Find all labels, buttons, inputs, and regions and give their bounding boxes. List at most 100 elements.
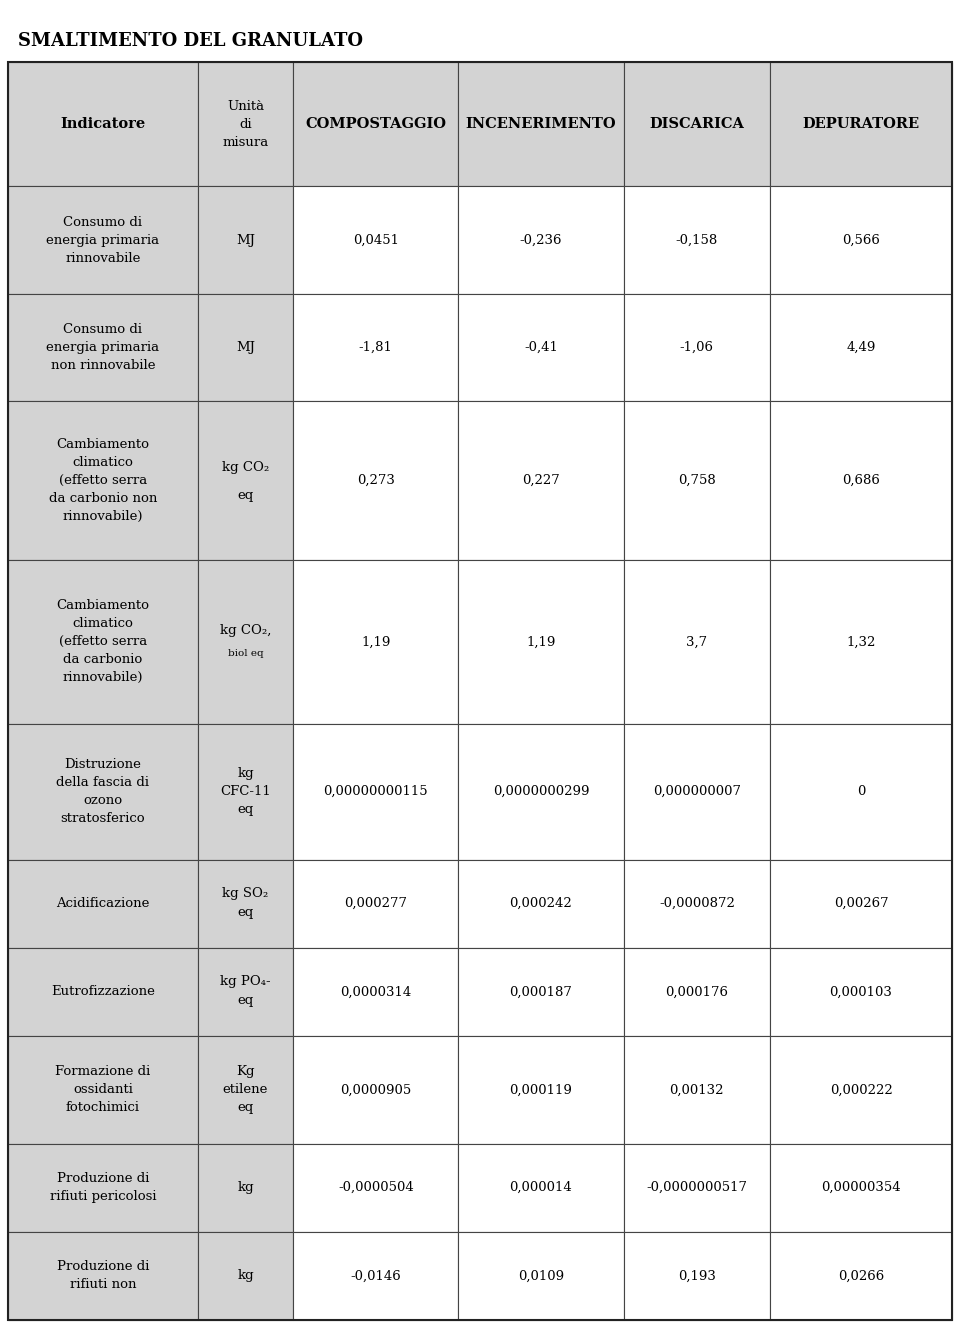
Text: 0,000277: 0,000277 bbox=[345, 897, 407, 910]
Bar bbox=[198, 294, 293, 401]
Bar bbox=[624, 947, 770, 1036]
Bar bbox=[198, 1143, 293, 1232]
Text: kg SO₂: kg SO₂ bbox=[223, 886, 269, 900]
Text: 1,19: 1,19 bbox=[526, 635, 556, 648]
Text: 0,0266: 0,0266 bbox=[838, 1269, 884, 1283]
Text: Kg
etilene
eq: Kg etilene eq bbox=[223, 1065, 268, 1114]
Text: Cambiamento
climatico
(effetto serra
da carbonio non
rinnovabile): Cambiamento climatico (effetto serra da … bbox=[49, 439, 157, 523]
Bar bbox=[198, 1036, 293, 1143]
Bar bbox=[293, 187, 458, 294]
Text: Consumo di
energia primaria
non rinnovabile: Consumo di energia primaria non rinnovab… bbox=[46, 323, 159, 372]
Text: 0,00132: 0,00132 bbox=[669, 1084, 724, 1096]
Text: MJ: MJ bbox=[236, 341, 255, 354]
Text: 0,000000007: 0,000000007 bbox=[653, 786, 741, 798]
Text: -1,06: -1,06 bbox=[680, 341, 714, 354]
Text: Distruzione
della fascia di
ozono
stratosferico: Distruzione della fascia di ozono strato… bbox=[57, 758, 150, 825]
Bar bbox=[293, 1143, 458, 1232]
Text: -0,0146: -0,0146 bbox=[350, 1269, 401, 1283]
Bar bbox=[458, 62, 624, 187]
Text: Formazione di
ossidanti
fotochimici: Formazione di ossidanti fotochimici bbox=[56, 1065, 151, 1114]
Bar bbox=[458, 559, 624, 723]
Text: Eutrofizzazione: Eutrofizzazione bbox=[51, 986, 155, 999]
Bar bbox=[198, 559, 293, 723]
Text: 0,00000000115: 0,00000000115 bbox=[324, 786, 428, 798]
Bar bbox=[458, 187, 624, 294]
Text: Consumo di
energia primaria
rinnovabile: Consumo di energia primaria rinnovabile bbox=[46, 216, 159, 265]
Text: Produzione di
rifiuti pericolosi: Produzione di rifiuti pericolosi bbox=[50, 1173, 156, 1203]
Bar bbox=[458, 1036, 624, 1143]
Bar bbox=[770, 559, 952, 723]
Bar bbox=[624, 1232, 770, 1320]
Bar bbox=[293, 294, 458, 401]
Bar bbox=[624, 401, 770, 559]
Bar bbox=[198, 401, 293, 559]
Text: -0,41: -0,41 bbox=[524, 341, 558, 354]
Bar bbox=[624, 723, 770, 860]
Bar bbox=[458, 947, 624, 1036]
Text: 0,0000905: 0,0000905 bbox=[340, 1084, 412, 1096]
Text: 0,193: 0,193 bbox=[678, 1269, 716, 1283]
Bar bbox=[624, 1036, 770, 1143]
Text: 0,00000354: 0,00000354 bbox=[821, 1181, 900, 1194]
Bar bbox=[293, 723, 458, 860]
Bar bbox=[770, 860, 952, 947]
Bar bbox=[624, 62, 770, 187]
Text: 0,000103: 0,000103 bbox=[829, 986, 893, 999]
Bar bbox=[770, 62, 952, 187]
Text: -0,0000000517: -0,0000000517 bbox=[646, 1181, 747, 1194]
Bar bbox=[293, 559, 458, 723]
Text: 0,000242: 0,000242 bbox=[510, 897, 572, 910]
Bar bbox=[770, 294, 952, 401]
Bar bbox=[8, 62, 198, 187]
Text: 3,7: 3,7 bbox=[686, 635, 708, 648]
Bar bbox=[770, 401, 952, 559]
Bar bbox=[293, 62, 458, 187]
Bar bbox=[624, 294, 770, 401]
Bar bbox=[624, 1143, 770, 1232]
Text: kg: kg bbox=[237, 1181, 253, 1194]
Text: 0,000187: 0,000187 bbox=[510, 986, 572, 999]
Bar bbox=[293, 947, 458, 1036]
Text: Unità
di
misura: Unità di misura bbox=[223, 99, 269, 148]
Bar bbox=[458, 294, 624, 401]
Text: DEPURATORE: DEPURATORE bbox=[803, 117, 920, 131]
Bar bbox=[458, 723, 624, 860]
Text: MJ: MJ bbox=[236, 233, 255, 246]
Bar bbox=[770, 1143, 952, 1232]
Bar bbox=[8, 401, 198, 559]
Bar bbox=[458, 1232, 624, 1320]
Bar bbox=[293, 860, 458, 947]
Bar bbox=[624, 860, 770, 947]
Text: DISCARICA: DISCARICA bbox=[649, 117, 744, 131]
Text: Cambiamento
climatico
(effetto serra
da carbonio
rinnovabile): Cambiamento climatico (effetto serra da … bbox=[57, 599, 150, 684]
Text: 0,000222: 0,000222 bbox=[829, 1084, 893, 1096]
Bar bbox=[458, 860, 624, 947]
Bar bbox=[198, 187, 293, 294]
Bar bbox=[198, 1232, 293, 1320]
Text: 0,758: 0,758 bbox=[678, 474, 716, 488]
Text: eq: eq bbox=[237, 906, 253, 918]
Text: Acidificazione: Acidificazione bbox=[57, 897, 150, 910]
Text: kg PO₄-: kg PO₄- bbox=[220, 975, 271, 988]
Text: 0,0000000299: 0,0000000299 bbox=[492, 786, 589, 798]
Text: 4,49: 4,49 bbox=[847, 341, 876, 354]
Bar bbox=[198, 860, 293, 947]
Bar bbox=[293, 401, 458, 559]
Bar bbox=[198, 723, 293, 860]
Text: -1,81: -1,81 bbox=[359, 341, 393, 354]
Text: Produzione di
rifiuti non: Produzione di rifiuti non bbox=[57, 1260, 149, 1292]
Text: eq: eq bbox=[237, 489, 253, 502]
Bar bbox=[8, 1232, 198, 1320]
Text: Indicatore: Indicatore bbox=[60, 117, 146, 131]
Bar bbox=[770, 947, 952, 1036]
Bar bbox=[458, 401, 624, 559]
Text: 1,32: 1,32 bbox=[847, 635, 876, 648]
Bar bbox=[293, 1036, 458, 1143]
Bar bbox=[770, 723, 952, 860]
Text: 0,0109: 0,0109 bbox=[517, 1269, 564, 1283]
Bar bbox=[8, 187, 198, 294]
Text: 0,000014: 0,000014 bbox=[510, 1181, 572, 1194]
Text: 0,566: 0,566 bbox=[842, 233, 880, 246]
Bar bbox=[624, 187, 770, 294]
Text: SMALTIMENTO DEL GRANULATO: SMALTIMENTO DEL GRANULATO bbox=[18, 32, 363, 50]
